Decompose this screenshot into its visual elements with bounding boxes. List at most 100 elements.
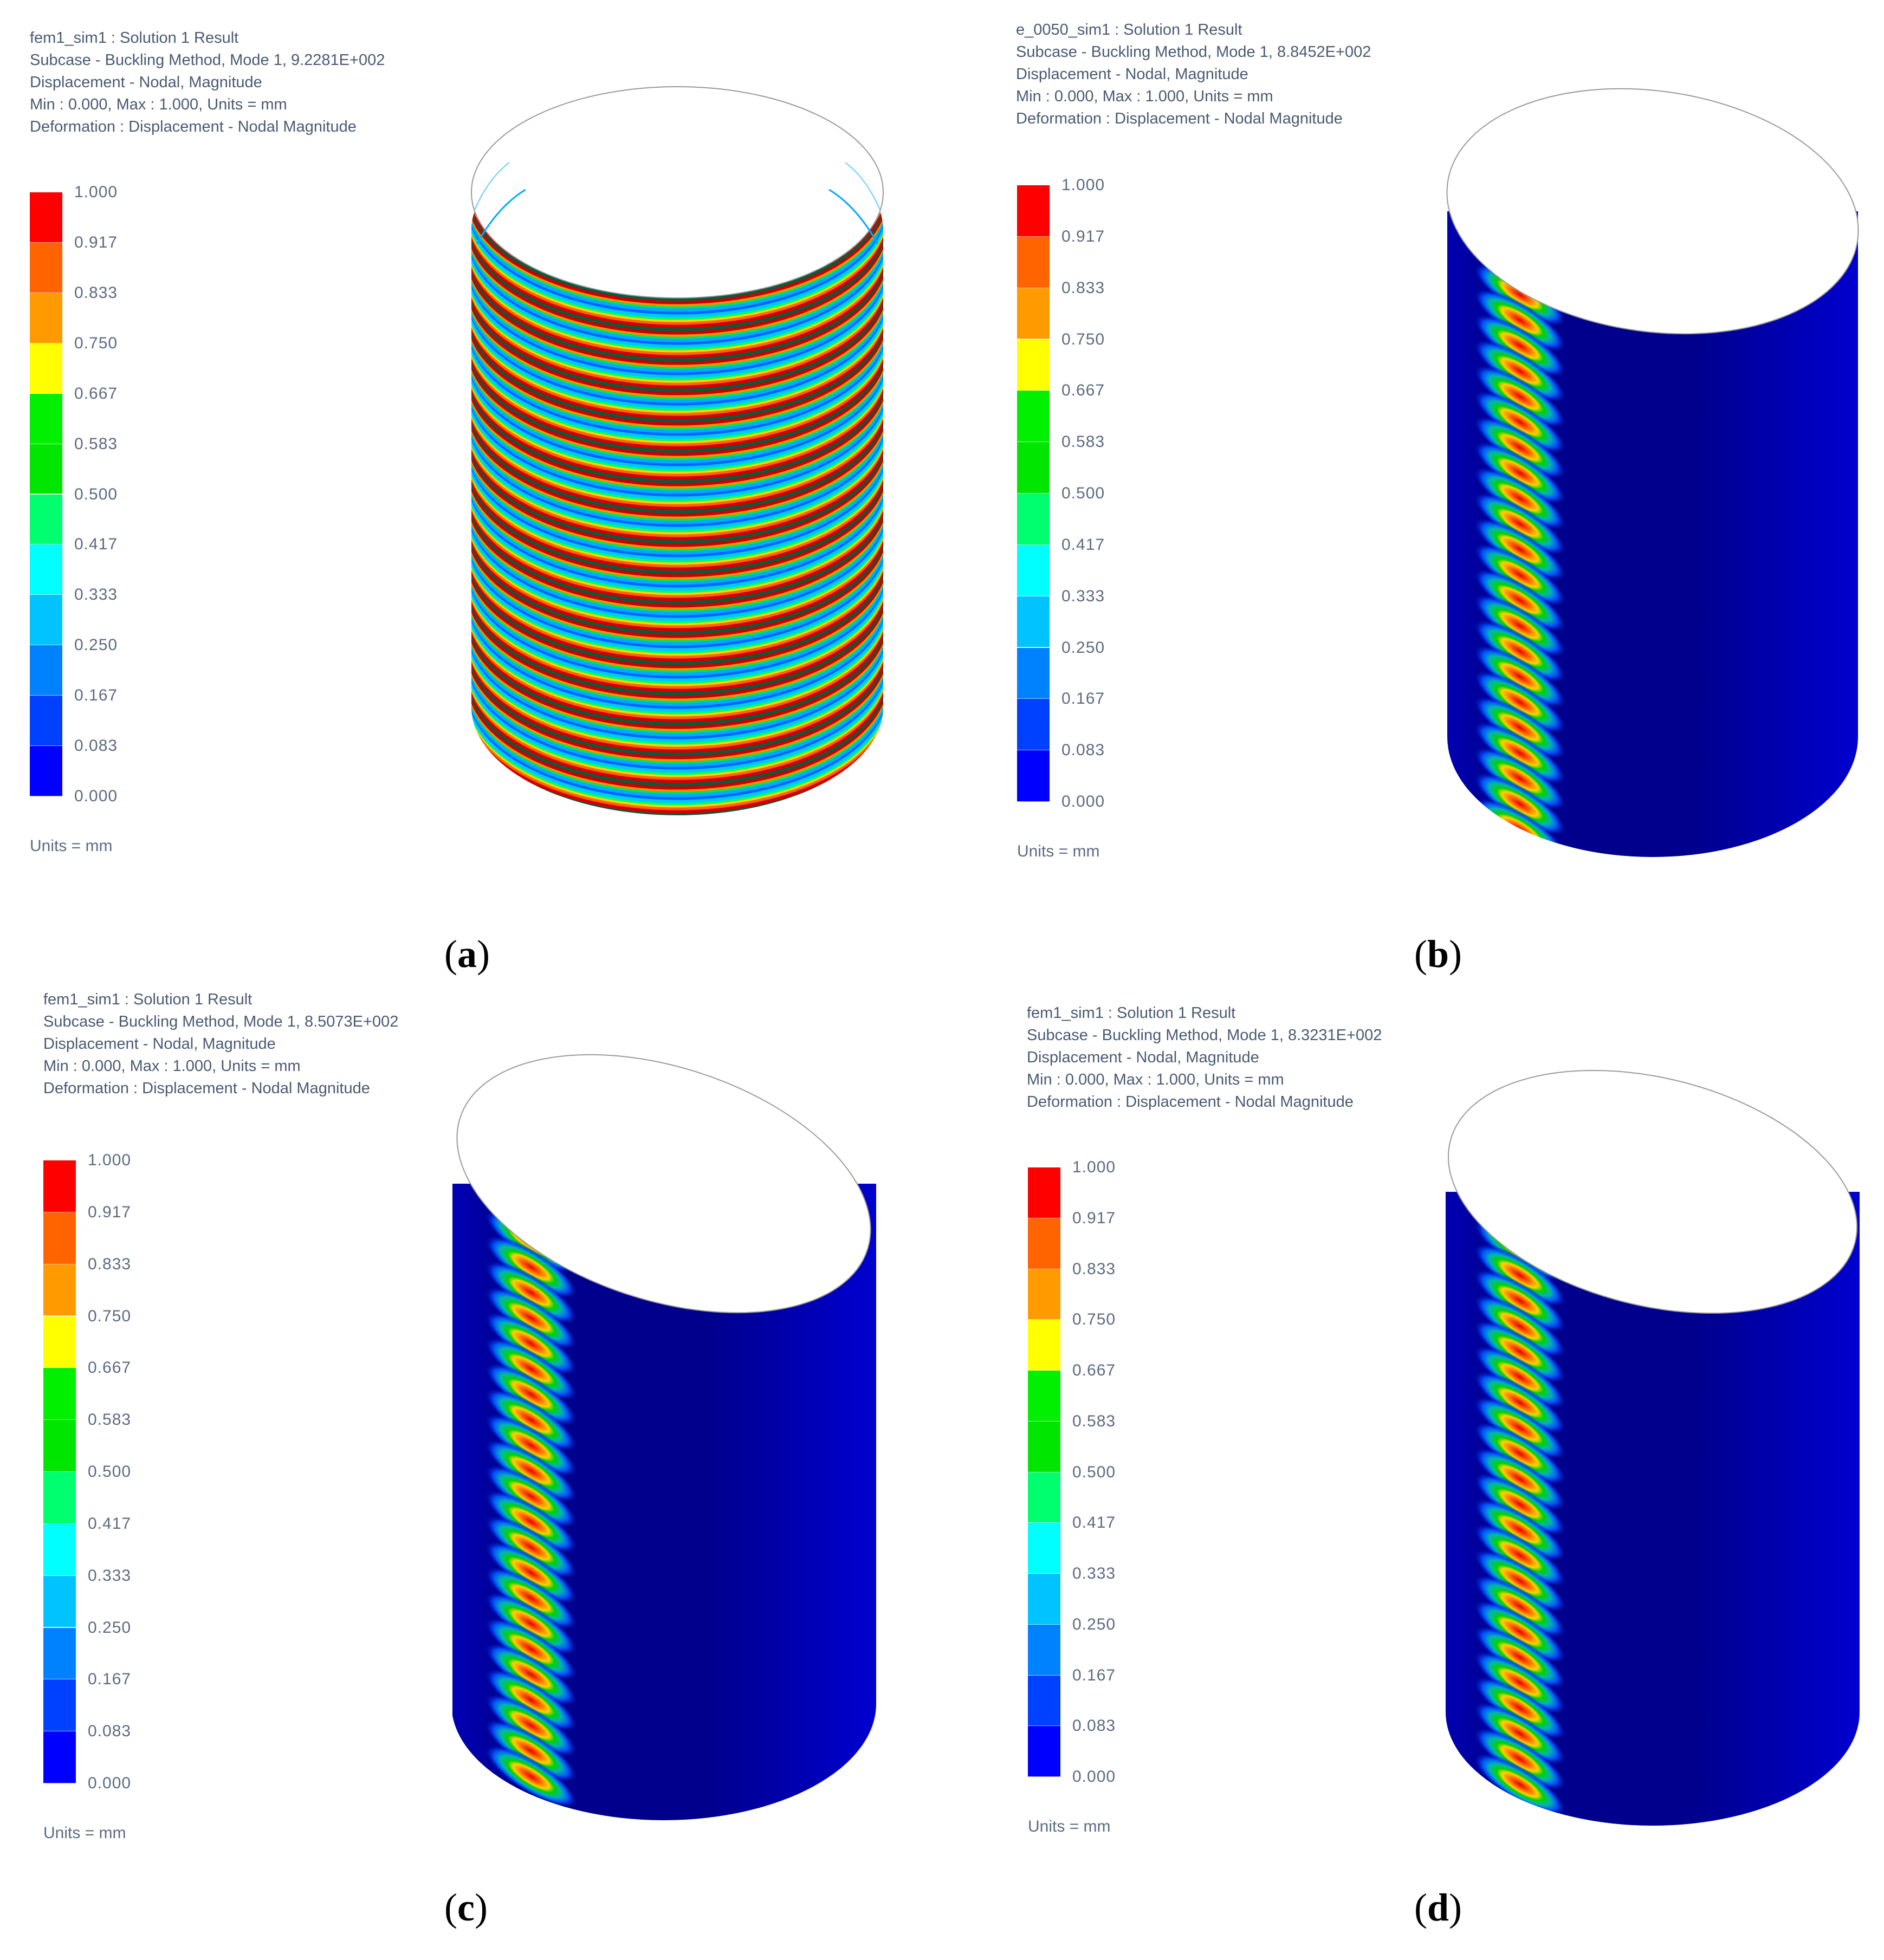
- legend-band: [43, 1264, 76, 1316]
- units-label: Units = mm: [30, 837, 113, 855]
- legend-tick-label: 1.000: [1072, 1158, 1116, 1176]
- buckle-lobe: [1473, 1753, 1567, 1816]
- buckle-lobe: [1473, 1472, 1567, 1536]
- legend-band: [30, 192, 62, 243]
- panel-caption: (d): [1414, 1886, 1462, 1929]
- legend-band: [1017, 185, 1050, 237]
- panel-caption: (b): [1414, 932, 1462, 976]
- legend-band: [30, 393, 62, 444]
- legend-band: [1028, 1320, 1060, 1371]
- legend-tick-label: 0.250: [1061, 638, 1105, 657]
- header-title: fem1_sim1 : Solution 1 Result: [30, 29, 239, 47]
- buckle-lobe: [1473, 1651, 1567, 1715]
- legend-tick-label: 0.167: [88, 1670, 132, 1689]
- buckle-lobe: [484, 1235, 578, 1299]
- legend-band: [1028, 1421, 1060, 1472]
- legend-band: [1028, 1574, 1060, 1625]
- legend-tick-label: 1.000: [74, 183, 118, 201]
- buckle-lobe: [1473, 314, 1567, 378]
- header-deformation: Deformation : Displacement - Nodal Magni…: [30, 118, 357, 135]
- buckle-lobe: [484, 1464, 578, 1528]
- legend-band: [1017, 442, 1050, 494]
- legend-band: [30, 494, 62, 545]
- legend-tick-label: 0.750: [1061, 330, 1105, 348]
- legend-tick-label: 0.083: [88, 1722, 132, 1741]
- legend-band: [1028, 1675, 1060, 1727]
- buckle-lobe: [1473, 568, 1567, 632]
- legend-band: [30, 544, 62, 595]
- legend-tick-label: 0.250: [74, 636, 118, 654]
- buckle-lobe: [1473, 1320, 1567, 1384]
- legend-tick-label: 0.167: [1072, 1666, 1116, 1684]
- legend-band: [30, 595, 62, 646]
- buckle-lobe: [1473, 1625, 1567, 1689]
- buckle-lobe: [1473, 441, 1567, 505]
- header-range: Min : 0.000, Max : 1.000, Units = mm: [1016, 88, 1273, 105]
- legend-tick-label: 0.000: [88, 1774, 132, 1792]
- buckle-lobe: [1473, 1447, 1567, 1511]
- header-title: e_0050_sim1 : Solution 1 Result: [1016, 21, 1242, 38]
- legend-tick-label: 0.667: [1061, 381, 1105, 400]
- buckle-lobe: [1473, 747, 1567, 810]
- legend-band: [1017, 288, 1050, 340]
- legend-band: [30, 645, 62, 696]
- buckle-lobe: [1473, 365, 1567, 429]
- panel-caption: (c): [444, 1886, 488, 1929]
- legend-band: [43, 1212, 76, 1264]
- legend-tick-label: 0.583: [74, 434, 118, 453]
- legend-band: [1028, 1472, 1060, 1523]
- buckle-lobe: [484, 1668, 578, 1732]
- legend-tick-label: 0.417: [1072, 1514, 1116, 1532]
- legend-tick-label: 0.333: [1061, 587, 1105, 605]
- buckle-lobe: [484, 1337, 578, 1401]
- legend-tick-label: 0.417: [88, 1514, 132, 1533]
- legend-band: [1017, 339, 1050, 391]
- legend-band: [1017, 391, 1050, 443]
- legend-tick-label: 0.750: [88, 1307, 132, 1325]
- buckle-lobe: [1473, 1269, 1567, 1333]
- buckle-lobe: [1473, 288, 1567, 352]
- legend-band: [30, 242, 62, 293]
- legend-band: [1028, 1624, 1060, 1676]
- legend-tick-label: 0.500: [1061, 484, 1105, 502]
- buckle-lobe: [484, 1515, 578, 1579]
- legend-tick-label: 0.333: [1072, 1565, 1116, 1582]
- header-title: fem1_sim1 : Solution 1 Result: [43, 991, 253, 1008]
- legend-tick-label: 0.333: [88, 1566, 132, 1585]
- buckle-lobe: [484, 1719, 578, 1783]
- legend-tick-label: 0.917: [1061, 227, 1105, 245]
- buckle-lobe: [1473, 772, 1567, 836]
- units-label: Units = mm: [43, 1824, 126, 1842]
- legend-band: [1017, 596, 1050, 648]
- legend-band: [43, 1575, 76, 1628]
- buckle-lobe: [1473, 466, 1567, 530]
- header-title: fem1_sim1 : Solution 1 Result: [1027, 1004, 1236, 1022]
- legend-tick-label: 0.667: [1072, 1361, 1116, 1379]
- legend-tick-label: 0.750: [1072, 1310, 1116, 1329]
- legend-tick-label: 0.167: [74, 686, 118, 705]
- legend-band: [43, 1731, 76, 1783]
- legend-band: [1017, 647, 1050, 699]
- legend-tick-label: 0.583: [1072, 1412, 1116, 1430]
- buckle-lobe: [1473, 339, 1567, 403]
- buckle-lobe: [484, 1592, 578, 1656]
- buckle-lobe: [1473, 543, 1567, 607]
- legend-tick-label: 0.833: [88, 1255, 132, 1273]
- legend-band: [1017, 750, 1050, 802]
- legend-tick-label: 0.417: [74, 535, 118, 554]
- legend-band: [1017, 236, 1050, 288]
- legend-tick-label: 0.583: [1061, 433, 1105, 451]
- result-header: e_0050_sim1 : Solution 1 Result Subcase …: [1016, 19, 1371, 130]
- buckle-lobe: [1473, 416, 1567, 479]
- legend-tick-label: 0.500: [74, 485, 118, 503]
- buckle-lobe: [1473, 1498, 1567, 1562]
- header-deformation: Deformation : Displacement - Nodal Magni…: [1027, 1093, 1354, 1111]
- buckle-lobe: [1473, 1523, 1567, 1587]
- result-header: fem1_sim1 : Solution 1 Result Subcase - …: [30, 27, 385, 138]
- legend-tick-label: 0.583: [88, 1411, 132, 1429]
- legend-band: [30, 293, 62, 343]
- buckle-lobe: [1473, 1396, 1567, 1460]
- legend-band: [43, 1368, 76, 1420]
- legend-band: [43, 1627, 76, 1680]
- buckle-lobe: [1473, 1702, 1567, 1766]
